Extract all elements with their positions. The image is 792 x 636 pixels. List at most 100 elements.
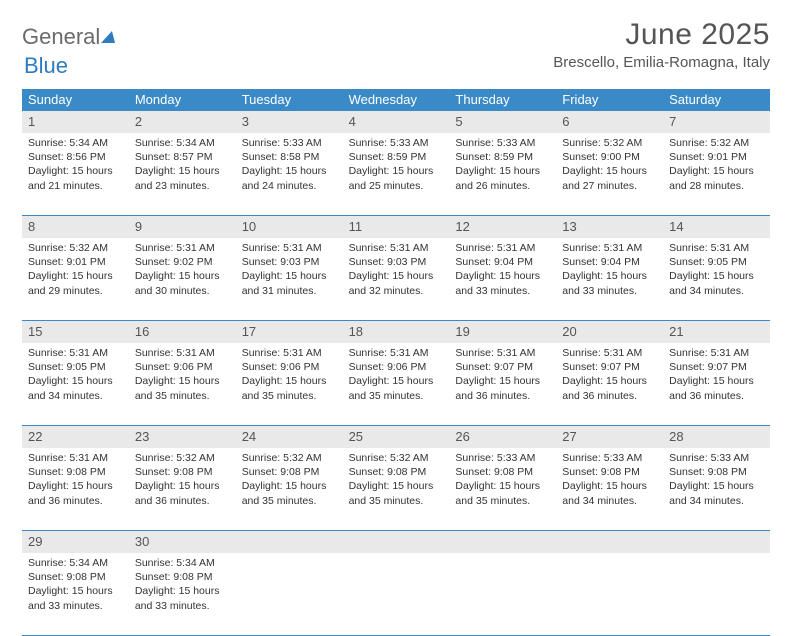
day-cell: Sunrise: 5:33 AMSunset: 8:58 PMDaylight:… <box>236 133 343 215</box>
daylight-line-2: and 35 minutes. <box>242 494 339 508</box>
day-cell: Sunrise: 5:31 AMSunset: 9:07 PMDaylight:… <box>663 343 770 425</box>
day-cell: Sunrise: 5:31 AMSunset: 9:07 PMDaylight:… <box>449 343 556 425</box>
sunset-line: Sunset: 9:06 PM <box>242 360 339 374</box>
daylight-line-1: Daylight: 15 hours <box>669 479 766 493</box>
daynum-row: 15161718192021 <box>22 321 770 343</box>
day-number: 17 <box>236 321 343 343</box>
title-block: June 2025 Brescello, Emilia-Romagna, Ita… <box>553 18 770 71</box>
day-number: 14 <box>663 216 770 238</box>
daylight-line-1: Daylight: 15 hours <box>562 479 659 493</box>
daylight-line-2: and 33 minutes. <box>28 599 125 613</box>
sunrise-line: Sunrise: 5:33 AM <box>242 136 339 150</box>
sunset-line: Sunset: 9:08 PM <box>669 465 766 479</box>
logo: General <box>22 18 121 50</box>
day-number: 2 <box>129 111 236 133</box>
daylight-line-1: Daylight: 15 hours <box>455 479 552 493</box>
sunrise-line: Sunrise: 5:34 AM <box>28 556 125 570</box>
day-number: 26 <box>449 426 556 448</box>
day-number <box>663 531 770 553</box>
day-number: 23 <box>129 426 236 448</box>
day-number: 9 <box>129 216 236 238</box>
daylight-line-2: and 33 minutes. <box>135 599 232 613</box>
day-cell: Sunrise: 5:31 AMSunset: 9:07 PMDaylight:… <box>556 343 663 425</box>
daylight-line-2: and 33 minutes. <box>562 284 659 298</box>
sunset-line: Sunset: 9:08 PM <box>135 570 232 584</box>
sunrise-line: Sunrise: 5:31 AM <box>455 346 552 360</box>
day-cell: Sunrise: 5:32 AMSunset: 9:00 PMDaylight:… <box>556 133 663 215</box>
day-number <box>449 531 556 553</box>
daylight-line-2: and 36 minutes. <box>562 389 659 403</box>
sunrise-line: Sunrise: 5:33 AM <box>455 136 552 150</box>
daylight-line-2: and 34 minutes. <box>28 389 125 403</box>
sunset-line: Sunset: 9:02 PM <box>135 255 232 269</box>
daylight-line-2: and 32 minutes. <box>349 284 446 298</box>
day-number: 3 <box>236 111 343 133</box>
day-number: 13 <box>556 216 663 238</box>
daylight-line-2: and 31 minutes. <box>242 284 339 298</box>
daylight-line-2: and 21 minutes. <box>28 179 125 193</box>
daylight-line-1: Daylight: 15 hours <box>28 584 125 598</box>
day-number: 20 <box>556 321 663 343</box>
day-cell: Sunrise: 5:32 AMSunset: 9:01 PMDaylight:… <box>22 238 129 320</box>
day-cell: Sunrise: 5:31 AMSunset: 9:06 PMDaylight:… <box>129 343 236 425</box>
day-cell: Sunrise: 5:32 AMSunset: 9:08 PMDaylight:… <box>236 448 343 530</box>
day-cell: Sunrise: 5:31 AMSunset: 9:03 PMDaylight:… <box>236 238 343 320</box>
daylight-line-2: and 36 minutes. <box>455 389 552 403</box>
daylight-line-1: Daylight: 15 hours <box>242 269 339 283</box>
sunrise-line: Sunrise: 5:34 AM <box>28 136 125 150</box>
page: General June 2025 Brescello, Emilia-Roma… <box>0 0 792 636</box>
daylight-line-1: Daylight: 15 hours <box>349 479 446 493</box>
daylight-line-2: and 24 minutes. <box>242 179 339 193</box>
day-cell <box>449 553 556 635</box>
daylight-line-2: and 34 minutes. <box>562 494 659 508</box>
daylight-line-1: Daylight: 15 hours <box>669 269 766 283</box>
daylight-line-1: Daylight: 15 hours <box>135 374 232 388</box>
day-cell: Sunrise: 5:32 AMSunset: 9:08 PMDaylight:… <box>129 448 236 530</box>
daylight-line-2: and 35 minutes. <box>242 389 339 403</box>
day-number: 4 <box>343 111 450 133</box>
day-number: 7 <box>663 111 770 133</box>
sunrise-line: Sunrise: 5:32 AM <box>349 451 446 465</box>
daynum-row: 1234567 <box>22 111 770 133</box>
day-cell: Sunrise: 5:33 AMSunset: 9:08 PMDaylight:… <box>449 448 556 530</box>
day-number <box>343 531 450 553</box>
daylight-line-2: and 29 minutes. <box>28 284 125 298</box>
sunset-line: Sunset: 8:56 PM <box>28 150 125 164</box>
daylight-line-1: Daylight: 15 hours <box>349 269 446 283</box>
week-row: Sunrise: 5:34 AMSunset: 9:08 PMDaylight:… <box>22 553 770 636</box>
sunrise-line: Sunrise: 5:32 AM <box>669 136 766 150</box>
sunrise-line: Sunrise: 5:31 AM <box>135 346 232 360</box>
sunrise-line: Sunrise: 5:34 AM <box>135 556 232 570</box>
daylight-line-2: and 35 minutes. <box>349 494 446 508</box>
sunset-line: Sunset: 9:07 PM <box>562 360 659 374</box>
daylight-line-2: and 23 minutes. <box>135 179 232 193</box>
day-number: 18 <box>343 321 450 343</box>
day-number: 24 <box>236 426 343 448</box>
sunrise-line: Sunrise: 5:31 AM <box>562 346 659 360</box>
sunrise-line: Sunrise: 5:33 AM <box>562 451 659 465</box>
day-cell: Sunrise: 5:33 AMSunset: 9:08 PMDaylight:… <box>663 448 770 530</box>
day-cell: Sunrise: 5:33 AMSunset: 8:59 PMDaylight:… <box>343 133 450 215</box>
sunset-line: Sunset: 9:08 PM <box>135 465 232 479</box>
daylight-line-1: Daylight: 15 hours <box>242 164 339 178</box>
daylight-line-1: Daylight: 15 hours <box>669 164 766 178</box>
day-cell: Sunrise: 5:31 AMSunset: 9:06 PMDaylight:… <box>236 343 343 425</box>
daylight-line-2: and 35 minutes. <box>135 389 232 403</box>
daylight-line-2: and 36 minutes. <box>28 494 125 508</box>
daylight-line-2: and 36 minutes. <box>669 389 766 403</box>
sunset-line: Sunset: 9:08 PM <box>28 570 125 584</box>
day-number: 30 <box>129 531 236 553</box>
day-number: 8 <box>22 216 129 238</box>
day-number: 1 <box>22 111 129 133</box>
daylight-line-2: and 35 minutes. <box>349 389 446 403</box>
week-row: Sunrise: 5:32 AMSunset: 9:01 PMDaylight:… <box>22 238 770 321</box>
daylight-line-1: Daylight: 15 hours <box>135 269 232 283</box>
sunset-line: Sunset: 8:59 PM <box>455 150 552 164</box>
sunset-line: Sunset: 9:07 PM <box>669 360 766 374</box>
day-number: 11 <box>343 216 450 238</box>
day-number <box>556 531 663 553</box>
day-number <box>236 531 343 553</box>
daylight-line-2: and 26 minutes. <box>455 179 552 193</box>
day-number: 15 <box>22 321 129 343</box>
day-cell: Sunrise: 5:31 AMSunset: 9:04 PMDaylight:… <box>556 238 663 320</box>
